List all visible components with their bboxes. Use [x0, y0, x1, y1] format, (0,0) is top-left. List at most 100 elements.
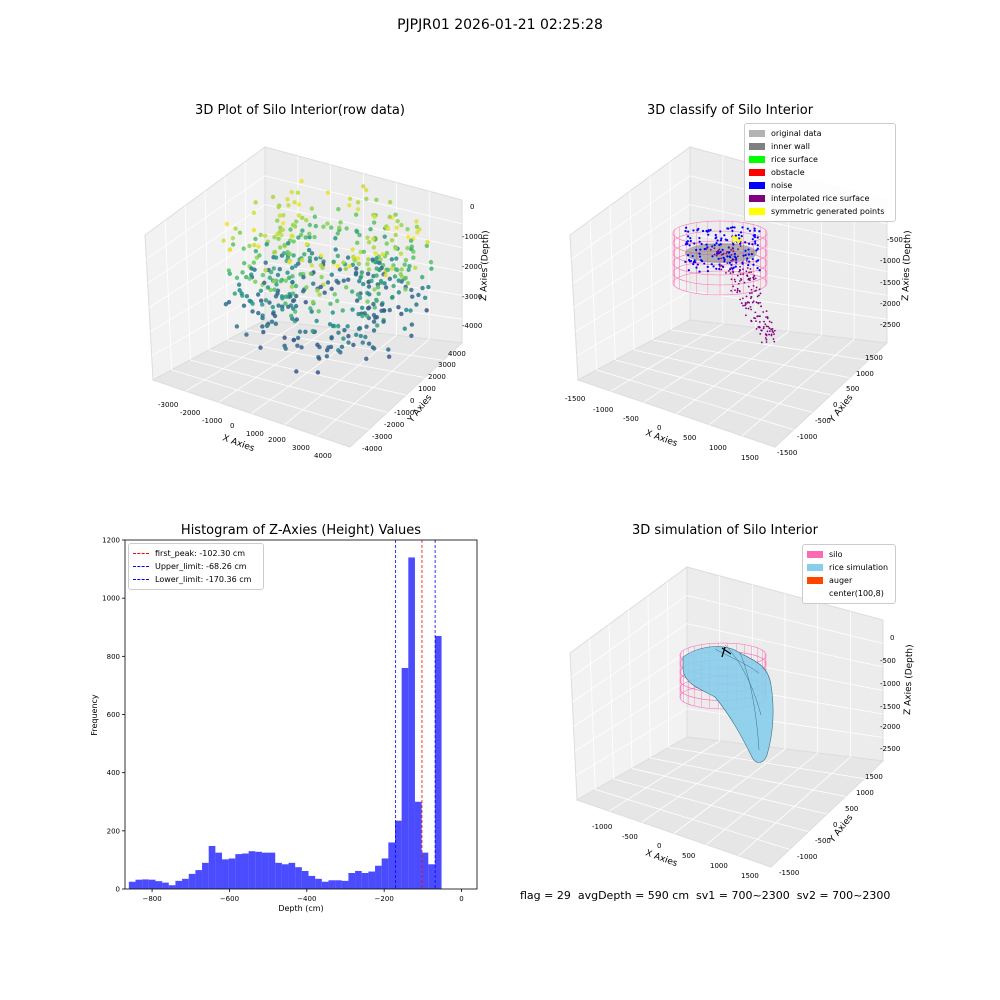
raw-xtick: -3000	[158, 401, 178, 409]
raw-data-point	[304, 218, 309, 223]
raw-data-point	[382, 234, 387, 239]
raw-data-point	[309, 263, 315, 268]
raw-data-point	[276, 204, 281, 210]
interpolated-surface-point	[754, 311, 757, 314]
raw-data-point	[239, 291, 244, 296]
noise-point	[684, 260, 687, 263]
raw-data-point	[361, 249, 367, 254]
interpolated-surface-point	[751, 301, 754, 304]
raw-data-point	[371, 328, 377, 333]
noise-point	[693, 260, 697, 264]
raw-data-point	[290, 234, 295, 239]
raw-data-point	[404, 307, 409, 313]
interpolated-surface-point	[727, 246, 730, 249]
raw-data-point	[327, 322, 333, 327]
raw-data-point	[240, 270, 245, 275]
raw-data-point	[384, 241, 389, 246]
raw-data-point	[241, 246, 246, 251]
raw-data-point	[346, 333, 351, 339]
noise-point	[693, 242, 696, 245]
simulation-ytick: 1000	[856, 789, 874, 797]
raw-data-point	[403, 257, 409, 263]
histogram-bar	[215, 852, 223, 889]
interpolated-surface-point	[766, 316, 769, 318]
noise-point	[700, 242, 703, 246]
raw-data-point	[295, 343, 300, 348]
histogram-bar	[328, 880, 336, 889]
histogram-bar	[421, 852, 429, 889]
raw-data-point	[281, 221, 286, 226]
raw-data-point	[273, 255, 279, 260]
histogram-bar	[268, 852, 276, 889]
raw-data-point	[371, 312, 377, 318]
raw-data-point	[377, 260, 382, 266]
noise-point	[707, 229, 710, 232]
interpolated-surface-point	[758, 294, 760, 297]
interpolated-surface-point	[739, 245, 742, 247]
noise-point	[689, 237, 692, 240]
interpolated-surface-point	[749, 305, 752, 308]
raw-plot-title: 3D Plot of Silo Interior(row data)	[195, 103, 405, 118]
raw-data-point	[341, 260, 346, 265]
raw-data-point	[353, 272, 359, 277]
noise-point	[693, 259, 696, 262]
classify-ztick: -1000	[880, 257, 900, 265]
raw-data-point	[309, 251, 315, 256]
noise-point	[687, 253, 690, 257]
raw-data-point	[393, 246, 398, 251]
noise-point	[740, 235, 743, 238]
noise-point	[731, 229, 734, 232]
raw-data-point	[290, 291, 296, 296]
raw-data-point	[341, 278, 346, 283]
noise-point	[733, 226, 736, 229]
raw-data-point	[374, 298, 379, 304]
interpolated-surface-point	[762, 327, 765, 330]
raw-data-point	[355, 256, 361, 261]
noise-point	[758, 269, 761, 272]
legend-entry: obstacle	[749, 166, 891, 179]
interpolated-surface-point	[734, 280, 737, 283]
noise-point	[715, 267, 718, 270]
raw-data-point	[289, 284, 295, 289]
legend-label: noise	[771, 181, 793, 190]
raw-data-point	[355, 292, 361, 297]
interpolated-surface-point	[742, 268, 744, 271]
raw-data-point	[304, 285, 309, 290]
interpolated-surface-point	[754, 290, 756, 292]
raw-data-point	[334, 298, 340, 304]
raw-data-point	[307, 258, 313, 264]
raw-data-point	[398, 272, 403, 277]
raw-data-point	[406, 234, 411, 240]
raw-data-point	[428, 259, 434, 265]
pane-gridline	[576, 290, 691, 357]
raw-data-point	[317, 356, 322, 361]
raw-data-point	[371, 220, 377, 225]
simulation-ztick: -1500	[880, 703, 900, 711]
interpolated-surface-point	[747, 307, 750, 310]
noise-point	[726, 255, 729, 258]
noise-point	[742, 254, 745, 257]
interpolated-surface-point	[747, 278, 750, 281]
noise-point	[698, 252, 701, 255]
interpolated-surface-point	[752, 276, 755, 279]
status-line: flag = 29 avgDepth = 590 cm sv1 = 700~23…	[520, 889, 891, 902]
raw-data-point	[237, 230, 243, 235]
histogram-bar	[361, 873, 369, 889]
interpolated-surface-point	[760, 341, 763, 344]
interpolated-surface-point	[752, 284, 755, 287]
histogram-bar	[255, 851, 262, 889]
simulation-xtick: 1000	[710, 862, 728, 870]
interpolated-surface-point	[738, 270, 741, 273]
simulation-xtick: 500	[682, 852, 695, 860]
auger-marker	[721, 646, 732, 658]
inner-wall-surface	[685, 243, 757, 263]
noise-point	[756, 244, 759, 247]
raw-ztick: 0	[470, 203, 474, 211]
raw-data-point	[394, 225, 399, 230]
interpolated-surface-point	[730, 259, 733, 262]
raw-data-point	[329, 335, 334, 341]
raw-data-point	[338, 350, 343, 355]
raw-data-point	[403, 287, 408, 292]
raw-data-point	[389, 257, 395, 262]
interpolated-surface-point	[768, 320, 771, 323]
